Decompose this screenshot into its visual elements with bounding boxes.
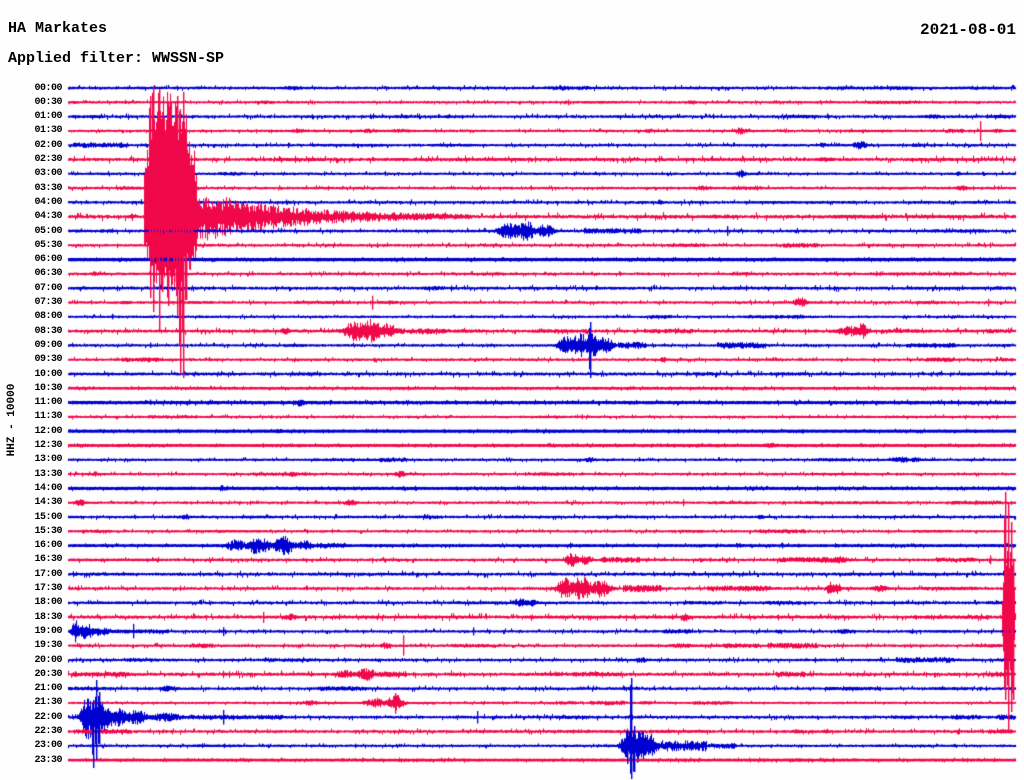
time-label: 08:00: [34, 311, 62, 323]
time-label: 21:00: [34, 683, 62, 695]
time-label: 18:00: [34, 597, 62, 609]
time-label: 13:00: [34, 454, 62, 466]
time-label: 03:00: [34, 168, 62, 180]
time-label: 00:30: [34, 96, 62, 108]
time-label: 14:00: [34, 482, 62, 494]
time-label: 06:00: [34, 254, 62, 266]
time-label: 07:00: [34, 282, 62, 294]
time-label: 22:00: [34, 711, 62, 723]
time-label: 22:30: [34, 726, 62, 737]
time-label: 17:30: [34, 583, 62, 594]
time-label: 11:30: [34, 411, 62, 423]
date-label: 2021-08-01: [919, 21, 1016, 39]
time-label: 13:30: [34, 468, 62, 480]
time-label: 07:30: [34, 297, 62, 308]
time-label: 20:00: [34, 654, 62, 666]
time-label: 14:30: [34, 497, 62, 509]
time-label: 06:30: [34, 268, 62, 280]
time-label: 11:00: [34, 397, 62, 409]
time-label: 23:00: [34, 740, 62, 752]
time-label: 05:30: [34, 239, 62, 251]
time-label: 08:30: [34, 325, 62, 337]
time-label: 21:30: [34, 697, 62, 709]
time-label: 20:30: [34, 668, 62, 680]
time-label: 16:00: [34, 540, 62, 552]
time-label: 09:30: [34, 354, 62, 366]
time-label: 19:30: [34, 640, 62, 652]
time-label: 05:00: [34, 225, 62, 237]
time-label: 04:30: [34, 211, 62, 223]
time-label: 16:30: [34, 554, 62, 566]
time-label: 10:30: [34, 382, 62, 394]
filter-label: Applied filter: WWSSN-SP: [8, 50, 225, 67]
time-label: 15:30: [34, 525, 62, 537]
station-name: HA Markates: [8, 20, 108, 37]
time-label: 10:00: [34, 368, 62, 380]
time-label: 23:30: [34, 754, 62, 766]
time-label: 00:00: [34, 82, 62, 94]
time-label: 03:30: [34, 182, 62, 194]
time-label: 02:30: [34, 154, 62, 165]
time-label: 15:00: [34, 511, 62, 523]
time-label: 01:30: [34, 125, 62, 137]
time-label: 04:00: [34, 196, 62, 208]
time-label: 18:30: [34, 611, 62, 623]
time-label: 09:00: [34, 339, 62, 351]
time-label: 12:00: [34, 425, 62, 437]
time-label: 17:00: [34, 568, 62, 580]
time-label: 02:00: [34, 139, 62, 151]
time-label: 12:30: [34, 440, 62, 451]
time-label: 19:00: [34, 625, 62, 637]
time-label: 01:00: [34, 111, 62, 123]
